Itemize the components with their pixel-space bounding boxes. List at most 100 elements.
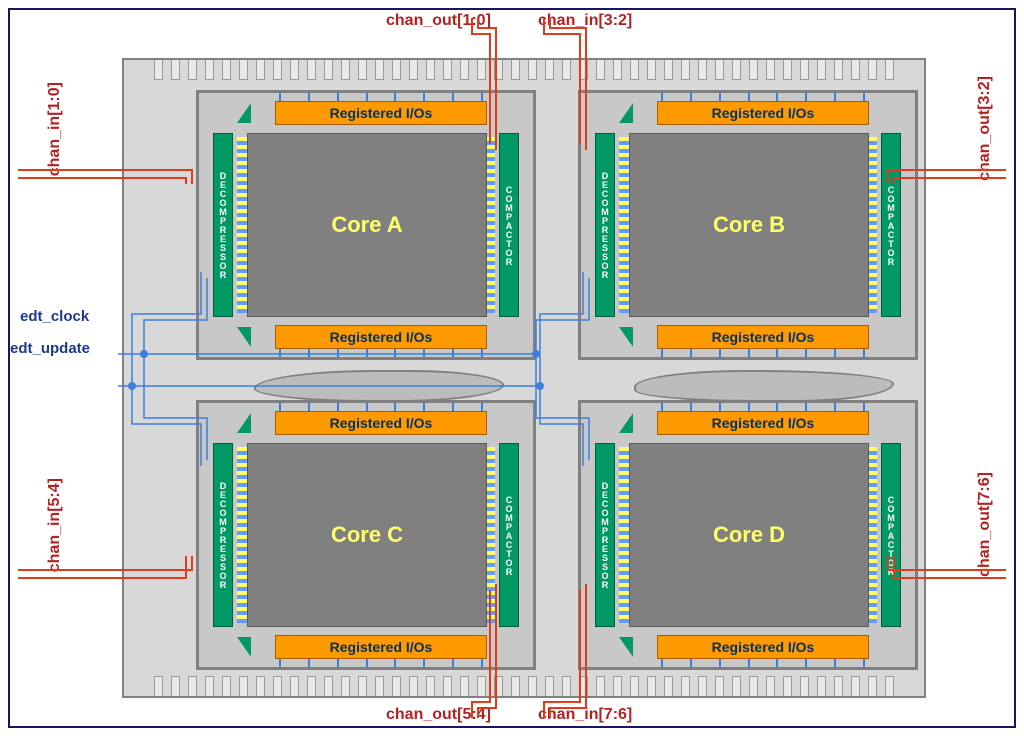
- core-a: Registered I/OsRegistered I/OsDECOMPRESS…: [196, 90, 536, 360]
- scan-stub: [834, 93, 836, 101]
- registered-io-bottom: Registered I/Os: [657, 635, 869, 659]
- scan-stubs-bot: [279, 659, 483, 667]
- pad-tooth: [324, 676, 333, 696]
- routing-blob-right: [634, 370, 894, 402]
- outer-frame: chan_out[1:0] chan_in[3:2] chan_out[5:4]…: [8, 8, 1016, 728]
- scan-stub: [366, 659, 368, 667]
- scan-stub: [776, 93, 778, 101]
- scan-stub: [748, 349, 750, 357]
- pad-tooth: [290, 60, 299, 80]
- scan-stubs-bot: [661, 659, 865, 667]
- pad-tooth: [494, 676, 503, 696]
- pad-tooth: [154, 676, 163, 696]
- pad-tooth: [800, 676, 809, 696]
- scan-stub: [481, 93, 483, 101]
- registered-io-bottom: Registered I/Os: [657, 325, 869, 349]
- scan-stub: [748, 403, 750, 411]
- pad-tooth: [171, 676, 180, 696]
- label-edt-update: edt_update: [10, 340, 90, 357]
- pad-tooth: [647, 60, 656, 80]
- pad-tooth: [239, 60, 248, 80]
- label-chan-out-7-6: chan_out[7:6]: [976, 472, 994, 577]
- pad-tooth: [171, 60, 180, 80]
- decomp-funnel-top: [619, 103, 633, 123]
- pad-tooth: [205, 60, 214, 80]
- scan-stub: [366, 403, 368, 411]
- routing-blob-left: [253, 370, 506, 402]
- pad-tooth: [664, 60, 673, 80]
- scan-stripes-left: [619, 137, 629, 313]
- label-chan-in-7-6: chan_in[7:6]: [538, 706, 632, 724]
- scan-stub: [748, 93, 750, 101]
- pad-tooth: [834, 676, 843, 696]
- decompressor-block: DECOMPRESSOR: [213, 133, 233, 317]
- pad-tooth: [494, 60, 503, 80]
- decompressor-block: DECOMPRESSOR: [595, 133, 615, 317]
- pad-tooth: [698, 60, 707, 80]
- scan-stub: [834, 403, 836, 411]
- pad-tooth: [613, 676, 622, 696]
- pad-tooth: [188, 60, 197, 80]
- pad-tooth: [800, 60, 809, 80]
- pad-tooth: [562, 676, 571, 696]
- scan-stub: [690, 349, 692, 357]
- pad-tooth: [664, 676, 673, 696]
- pad-ring-top: [154, 60, 894, 80]
- scan-stub: [481, 659, 483, 667]
- scan-stub: [423, 93, 425, 101]
- label-chan-out-3-2: chan_out[3:2]: [976, 76, 994, 181]
- core-b: Registered I/OsRegistered I/OsDECOMPRESS…: [578, 90, 918, 360]
- pad-tooth: [579, 676, 588, 696]
- scan-stub: [423, 349, 425, 357]
- scan-stub: [308, 659, 310, 667]
- pad-tooth: [732, 60, 741, 80]
- pad-tooth: [817, 676, 826, 696]
- scan-stub: [863, 659, 865, 667]
- scan-stub: [337, 659, 339, 667]
- decompressor-block: DECOMPRESSOR: [213, 443, 233, 627]
- pad-tooth: [358, 676, 367, 696]
- scan-stub: [308, 93, 310, 101]
- pad-tooth: [783, 60, 792, 80]
- pad-tooth: [749, 60, 758, 80]
- pad-tooth: [341, 676, 350, 696]
- scan-stub: [337, 93, 339, 101]
- label-chan-in-5-4: chan_in[5:4]: [46, 478, 64, 572]
- pad-tooth: [256, 676, 265, 696]
- pad-tooth: [239, 676, 248, 696]
- pad-tooth: [426, 676, 435, 696]
- label-chan-out-5-4: chan_out[5:4]: [386, 706, 491, 724]
- compactor-block: COMPACTOR: [881, 443, 901, 627]
- scan-stub: [423, 659, 425, 667]
- pad-tooth: [715, 676, 724, 696]
- pad-tooth: [613, 60, 622, 80]
- pad-tooth: [460, 676, 469, 696]
- scan-stub: [776, 403, 778, 411]
- decomp-funnel-top: [237, 103, 251, 123]
- scan-stub: [481, 349, 483, 357]
- decomp-funnel-bot: [237, 327, 251, 347]
- pad-tooth: [766, 60, 775, 80]
- pad-tooth: [766, 676, 775, 696]
- core-name-label: Core C: [331, 522, 403, 548]
- pad-tooth: [596, 60, 605, 80]
- scan-stub: [661, 349, 663, 357]
- core-name-label: Core D: [713, 522, 785, 548]
- scan-stub: [690, 403, 692, 411]
- pad-tooth: [154, 60, 163, 80]
- pad-tooth: [885, 60, 894, 80]
- pad-tooth: [477, 60, 486, 80]
- scan-stripes-left: [619, 447, 629, 623]
- pad-tooth: [443, 676, 452, 696]
- pad-tooth: [460, 60, 469, 80]
- registered-io-top: Registered I/Os: [275, 411, 487, 435]
- pad-tooth: [851, 60, 860, 80]
- scan-stub: [719, 659, 721, 667]
- pad-tooth: [868, 676, 877, 696]
- scan-stubs-bot: [661, 349, 865, 357]
- scan-stub: [366, 349, 368, 357]
- pad-tooth: [256, 60, 265, 80]
- pad-tooth: [290, 676, 299, 696]
- scan-stub: [776, 659, 778, 667]
- scan-stub: [863, 93, 865, 101]
